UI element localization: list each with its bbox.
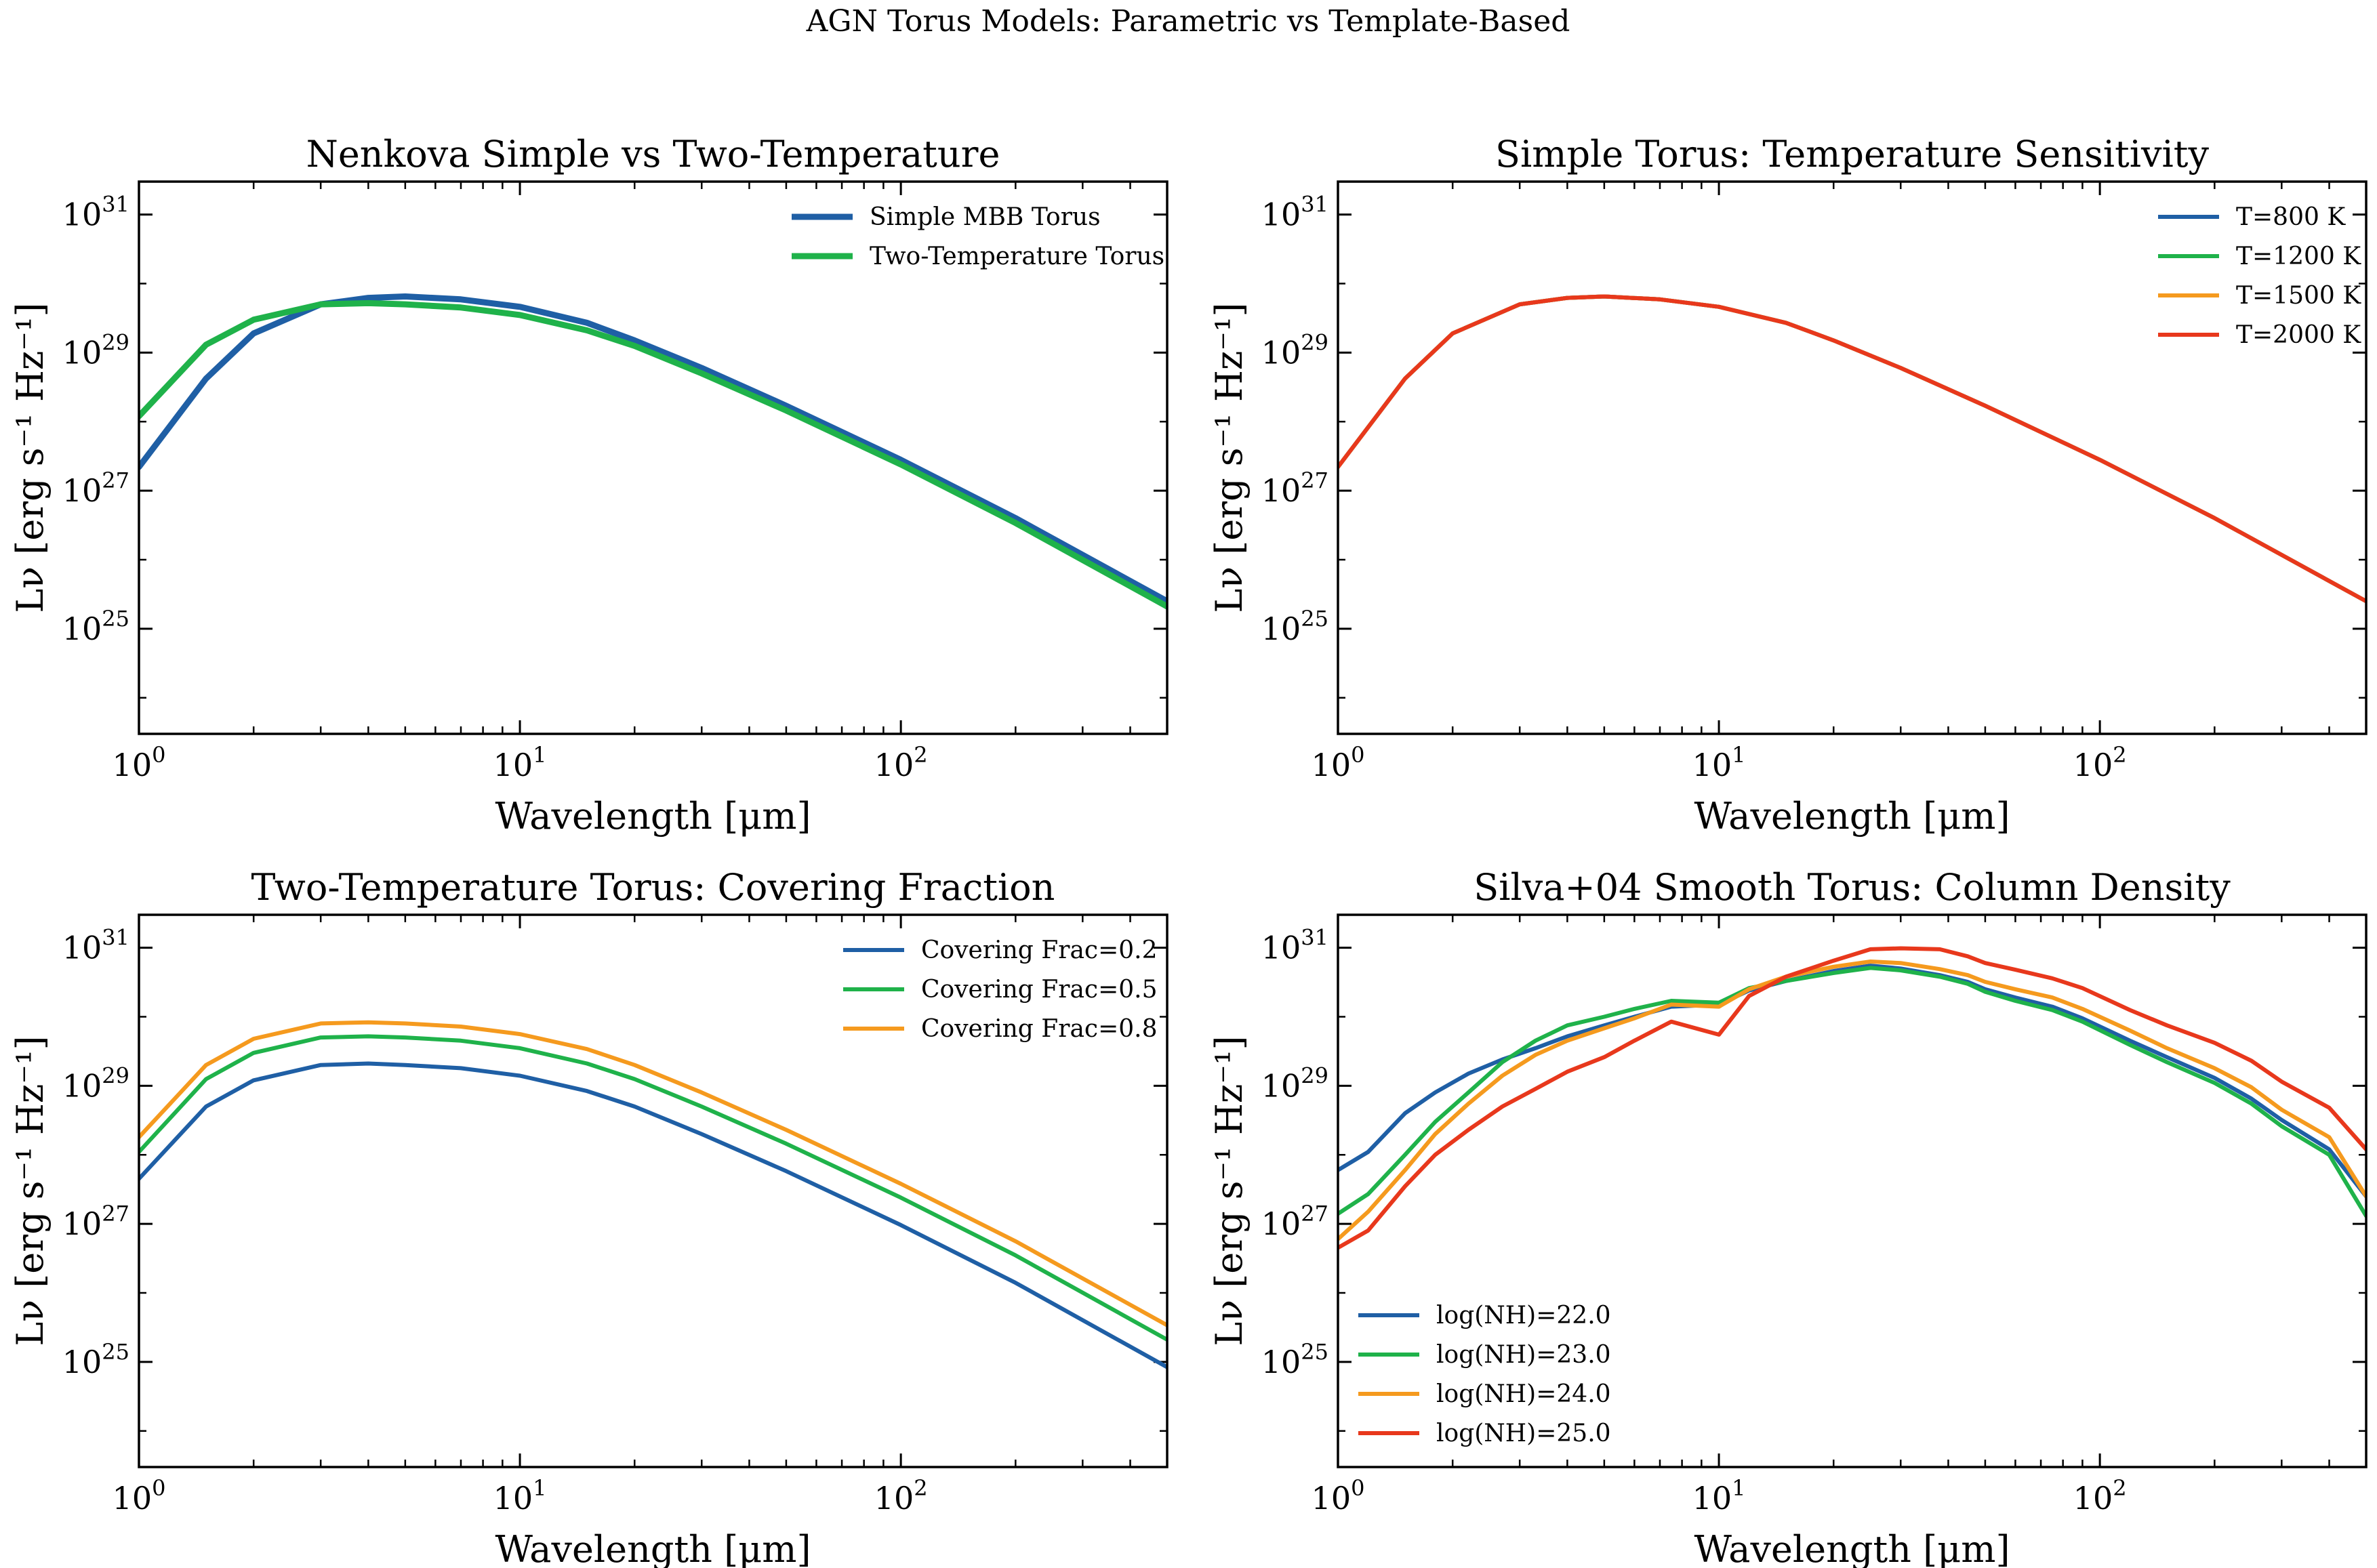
x-axis-label: Wavelength [μm] <box>495 1528 811 1568</box>
series-line-2 <box>139 1034 1167 1342</box>
y-tick-label: 1029 <box>62 1062 129 1104</box>
x-tick-label: 100 <box>113 742 166 783</box>
chart-title: Two-Temperature Torus: Covering Fraction <box>251 866 1055 909</box>
legend-label: T=1200 K <box>2236 243 2361 270</box>
x-minor-ticks <box>252 182 1131 734</box>
series-line-3 <box>139 1020 1167 1327</box>
y-tick-label: 1031 <box>62 925 129 966</box>
x-tick-label: 101 <box>1692 742 1746 783</box>
axes-frame <box>1337 180 2368 735</box>
y-tick-label: 1027 <box>1261 468 1328 509</box>
legend: T=800 K T=1200 K T=1500 K T=2000 K <box>2158 203 2361 349</box>
y-axis-label: Lν [erg s⁻¹ Hz⁻¹] <box>1208 302 1251 613</box>
series-lines <box>1338 946 2366 1250</box>
x-tick-label: 101 <box>493 1475 547 1517</box>
y-tick-label: 1029 <box>1261 1062 1328 1104</box>
x-minor-ticks <box>1451 182 2330 734</box>
panels: Nenkova Simple vs Two-Temperature 100 101 1… <box>9 133 2368 1568</box>
series-line-2 <box>139 300 1167 610</box>
y-axis-label: Lν [erg s⁻¹ Hz⁻¹] <box>9 302 52 613</box>
legend: Simple MBB Torus Two-Temperature Torus <box>792 203 1164 270</box>
x-tick-label: 100 <box>1312 1475 1365 1517</box>
chart-title: Simple Torus: Temperature Sensitivity <box>1495 133 2210 176</box>
y-tick-label: 1027 <box>1261 1201 1328 1242</box>
series-line-3 <box>1338 960 2366 1241</box>
series-line-1 <box>139 1061 1167 1369</box>
y-tick-label: 1027 <box>62 468 129 509</box>
series-line-1 <box>1338 964 2366 1199</box>
legend-label: log(NH)=24.0 <box>1436 1380 1611 1408</box>
axes-frame <box>1337 913 2368 1468</box>
y-tick-label: 1031 <box>62 192 129 233</box>
x-axis-label: Wavelength [μm] <box>495 795 811 838</box>
chart-title: Silva+04 Smooth Torus: Column Density <box>1474 866 2231 909</box>
x-axis-label: Wavelength [μm] <box>1694 795 2010 838</box>
legend-label: Covering Frac=0.5 <box>921 976 1158 1004</box>
legend: log(NH)=22.0 log(NH)=23.0 log(NH)=24.0 log(… <box>1358 1302 1611 1447</box>
series-line-4 <box>1338 946 2366 1250</box>
y-tick-label: 1027 <box>62 1201 129 1242</box>
x-axis-label: Wavelength [μm] <box>1694 1528 2010 1568</box>
chart-panel-3: Two-Temperature Torus: Covering Fraction… <box>9 866 1169 1568</box>
axes-frame <box>138 180 1169 735</box>
series-lines <box>139 293 1167 610</box>
legend-label: Covering Frac=0.2 <box>921 936 1158 964</box>
x-minor-ticks <box>252 915 1131 1467</box>
axes-frame <box>138 913 1169 1468</box>
legend-label: Two-Temperature Torus <box>870 243 1164 270</box>
series-line-4 <box>1338 294 2366 604</box>
x-tick-label: 100 <box>113 1475 166 1517</box>
series-lines <box>139 1020 1167 1369</box>
legend-label: Covering Frac=0.8 <box>921 1015 1158 1043</box>
legend-label: Simple MBB Torus <box>870 203 1101 231</box>
y-tick-label: 1029 <box>62 329 129 371</box>
legend-label: log(NH)=23.0 <box>1436 1341 1611 1369</box>
y-tick-label: 1031 <box>1261 925 1328 966</box>
y-tick-label: 1031 <box>1261 192 1328 233</box>
legend-label: T=1500 K <box>2236 282 2361 310</box>
x-tick-label: 102 <box>2073 1475 2127 1517</box>
legend-label: T=2000 K <box>2236 321 2361 349</box>
chart-panel-1: Nenkova Simple vs Two-Temperature 100 101 1… <box>9 133 1169 838</box>
legend-label: T=800 K <box>2236 203 2346 231</box>
chart-panel-2: Simple Torus: Temperature Sensitivity 100… <box>1208 133 2368 838</box>
series-line-2 <box>1338 966 2366 1218</box>
y-axis-label: Lν [erg s⁻¹ Hz⁻¹] <box>1208 1035 1251 1346</box>
x-tick-label: 101 <box>1692 1475 1746 1517</box>
x-tick-label: 101 <box>493 742 547 783</box>
y-tick-label: 1025 <box>1261 1339 1328 1380</box>
y-axis-label: Lν [erg s⁻¹ Hz⁻¹] <box>9 1035 52 1346</box>
y-tick-label: 1025 <box>1261 606 1328 647</box>
chart-panel-4: Silva+04 Smooth Torus: Column Density 100… <box>1208 866 2368 1568</box>
y-tick-label: 1025 <box>62 1339 129 1380</box>
x-tick-label: 102 <box>874 742 928 783</box>
x-tick-label: 102 <box>2073 742 2127 783</box>
series-line-1 <box>139 293 1167 604</box>
x-tick-label: 102 <box>874 1475 928 1517</box>
x-tick-label: 100 <box>1312 742 1365 783</box>
legend: Covering Frac=0.2 Covering Frac=0.5 Coveri… <box>843 936 1158 1043</box>
legend-label: log(NH)=25.0 <box>1436 1420 1611 1447</box>
y-tick-label: 1025 <box>62 606 129 647</box>
chart-title: Nenkova Simple vs Two-Temperature <box>306 133 1000 176</box>
y-tick-label: 1029 <box>1261 329 1328 371</box>
x-minor-ticks <box>1451 915 2330 1467</box>
series-lines <box>1338 294 2366 604</box>
figure-suptitle: AGN Torus Models: Parametric vs Template… <box>806 4 1570 39</box>
legend-label: log(NH)=22.0 <box>1436 1302 1611 1329</box>
